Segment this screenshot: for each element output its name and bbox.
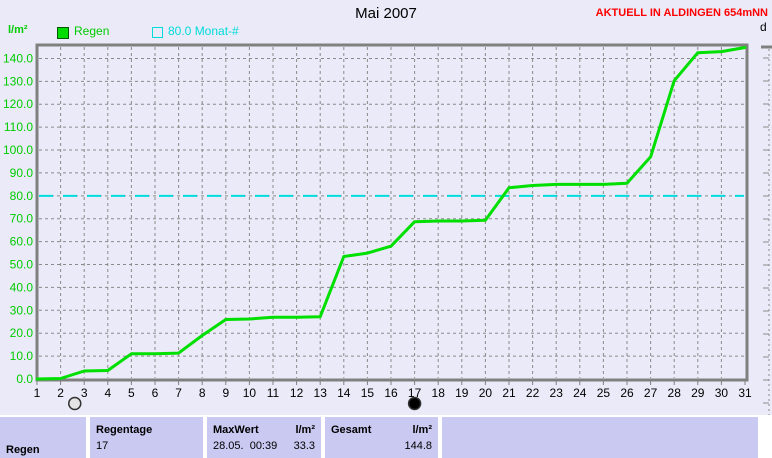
regentage-cell: Regentage 17 — [90, 417, 203, 458]
x-tick-label: 22 — [526, 386, 540, 400]
x-tick-label: 23 — [550, 386, 564, 400]
x-tick-label: 29 — [691, 386, 705, 400]
regen-line — [35, 46, 747, 381]
x-tick-label: 26 — [620, 386, 634, 400]
threshold-legend-swatch-icon — [152, 27, 163, 38]
y-tick-label: 140.0 — [3, 51, 33, 65]
x-tick-label: 18 — [432, 386, 446, 400]
x-tick-label: 12 — [290, 386, 304, 400]
x-tick-label: 9 — [222, 386, 229, 400]
y-tick-label: 130.0 — [3, 74, 33, 88]
regentage-header: Regentage — [96, 424, 153, 436]
table-row-labels-cell: Regen Helligkeit — [0, 417, 86, 458]
maxwert-unit: l/m² — [295, 424, 315, 436]
threshold-legend-label: 80.0 Monat-# — [168, 24, 239, 38]
x-tick-label: 13 — [314, 386, 328, 400]
y-tick-label: 70.0 — [10, 212, 34, 226]
gesamt-value: 144.8 — [404, 440, 432, 452]
regen-legend-swatch-icon — [57, 27, 69, 39]
x-tick-label: 11 — [267, 386, 280, 400]
gesamt-cell: Gesamt l/m² 144.8 — [325, 417, 438, 458]
y-tick-label: 40.0 — [10, 280, 34, 294]
x-tick-label: 30 — [715, 386, 729, 400]
x-tick-label: 19 — [455, 386, 469, 400]
y-axis-unit-label: l/m² — [8, 24, 28, 36]
y-tick-label: 30.0 — [10, 303, 34, 317]
y-tick-label: 60.0 — [10, 235, 34, 249]
y-tick-label: 0.0 — [16, 372, 33, 386]
gesamt-unit: l/m² — [412, 424, 432, 436]
new-moon-icon — [407, 396, 422, 411]
y-tick-label: 100.0 — [3, 143, 33, 157]
right-axis-unit-label: d — [760, 20, 767, 34]
y-tick-label: 20.0 — [10, 326, 34, 340]
x-tick-label: 10 — [243, 386, 257, 400]
regen-legend-label: Regen — [74, 24, 110, 38]
x-tick-label: 8 — [199, 386, 206, 400]
x-tick-label: 14 — [337, 386, 351, 400]
x-tick-label: 15 — [361, 386, 375, 400]
y-tick-label: 80.0 — [10, 189, 34, 203]
regentage-value: 17 — [96, 440, 109, 452]
y-tick-label: 50.0 — [10, 258, 34, 272]
y-tick-label: 10.0 — [10, 349, 34, 363]
station-status-text: AKTUELL IN ALDINGEN 654mNN — [595, 7, 768, 19]
y-tick-label: 120.0 — [3, 97, 33, 111]
x-tick-label: 7 — [175, 386, 182, 400]
x-tick-label: 31 — [738, 386, 752, 400]
x-tick-label: 24 — [573, 386, 587, 400]
x-tick-label: 27 — [644, 386, 658, 400]
x-tick-label: 17 — [408, 386, 422, 400]
maxwert-value: 33.3 — [293, 440, 315, 452]
maxwert-time: 28.05. 00:39 — [213, 440, 278, 452]
x-tick-label: 21 — [502, 386, 516, 400]
page-title: Mai 2007 — [355, 5, 417, 22]
x-tick-label: 2 — [57, 386, 64, 400]
statistics-table: Regen Helligkeit Regentage 17 MaxWert l/… — [0, 415, 772, 458]
x-tick-label: 5 — [128, 386, 135, 400]
x-tick-label: 3 — [81, 386, 88, 400]
full-moon-icon — [68, 396, 82, 411]
y-tick-label: 90.0 — [10, 166, 34, 180]
x-tick-label: 6 — [152, 386, 159, 400]
maxwert-cell: MaxWert l/m² 28.05. 00:39 33.3 — [207, 417, 321, 458]
gesamt-header: Gesamt — [331, 424, 372, 436]
y-tick-label: 110.0 — [4, 120, 33, 134]
x-tick-label: 1 — [34, 386, 41, 400]
empty-cell — [442, 417, 758, 458]
x-tick-label: 4 — [104, 386, 111, 400]
row-label-regen: Regen — [6, 444, 40, 456]
x-tick-label: 28 — [668, 386, 682, 400]
chart-frame — [35, 43, 749, 382]
x-tick-label: 16 — [384, 386, 398, 400]
maxwert-header: MaxWert — [213, 424, 259, 436]
x-tick-label: 20 — [479, 386, 493, 400]
x-tick-label: 25 — [597, 386, 611, 400]
